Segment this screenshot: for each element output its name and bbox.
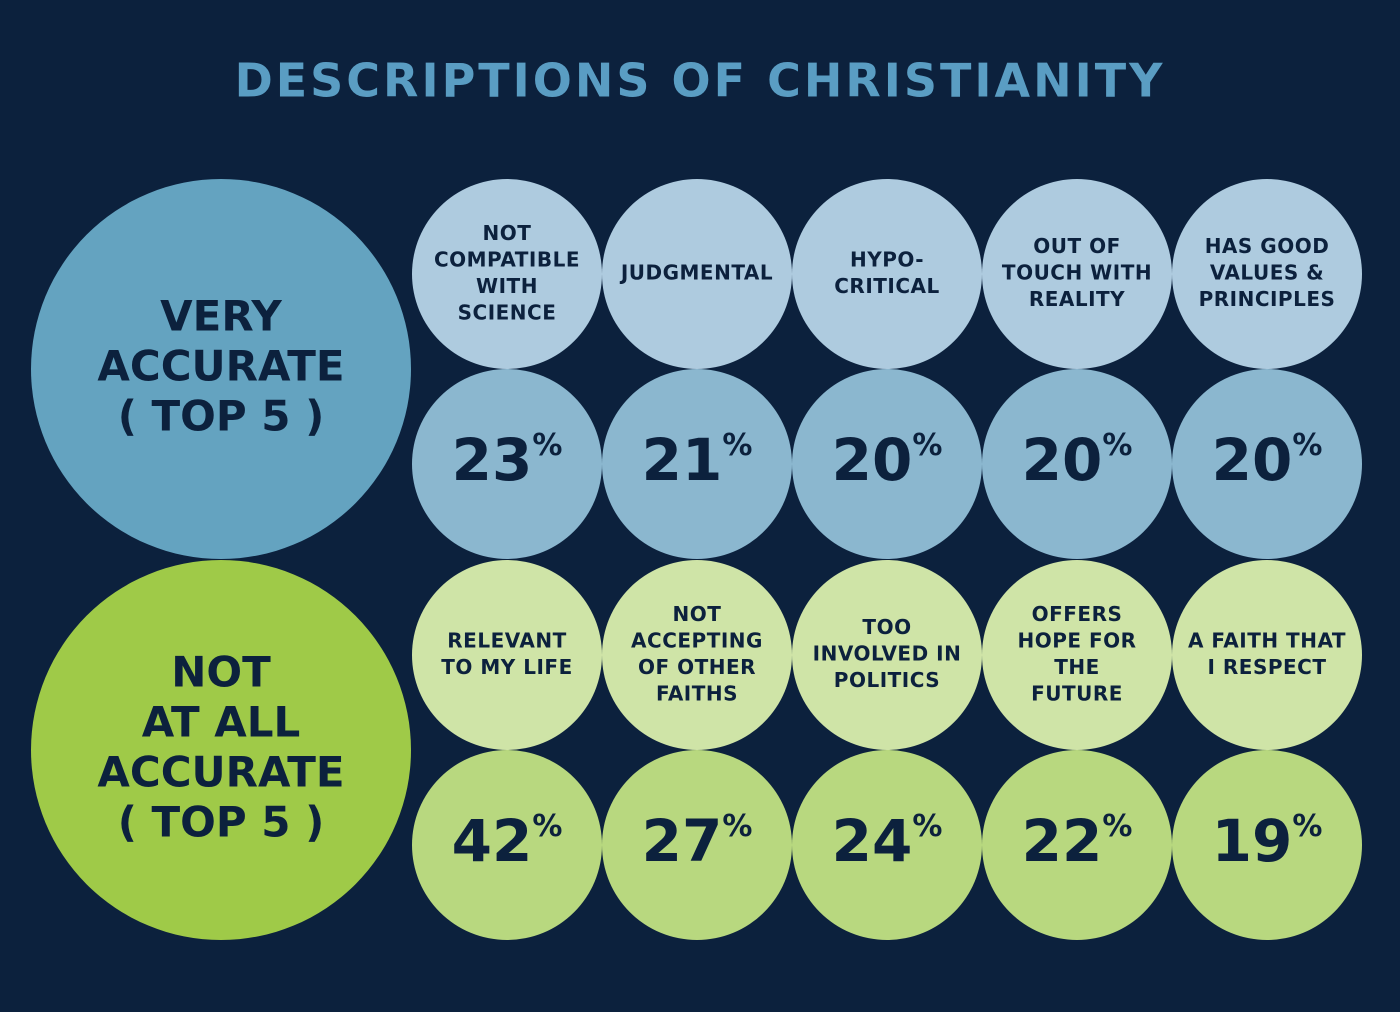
label-circle	[1172, 560, 1362, 750]
item-label: ACCEPTING	[631, 628, 763, 652]
item-label: POLITICS	[834, 668, 940, 692]
group-circle	[31, 560, 411, 940]
item-label: NOT	[673, 602, 722, 626]
value-circle	[982, 369, 1172, 559]
item-value: 19%	[1212, 807, 1323, 875]
value-unit: %	[1102, 428, 1132, 463]
item-value: 23%	[452, 426, 563, 494]
group-heading: ACCURATE	[97, 342, 344, 391]
group-heading: ( TOP 5 )	[118, 798, 325, 847]
item-label: PRINCIPLES	[1199, 287, 1336, 311]
title: DESCRIPTIONS OF CHRISTIANITY	[235, 54, 1166, 108]
item-value: 20%	[832, 426, 943, 494]
value-unit: %	[722, 428, 752, 463]
item-label: TO MY LIFE	[441, 655, 572, 679]
label-circle	[412, 560, 602, 750]
item-label: OF OTHER	[638, 655, 756, 679]
item-label: JUDGMENTAL	[619, 261, 773, 285]
item-value: 24%	[832, 807, 943, 875]
group-heading: AT ALL	[142, 698, 301, 747]
value-circle	[792, 750, 982, 940]
item-label: CRITICAL	[834, 274, 940, 298]
value-number: 42	[452, 807, 533, 875]
item-label: HAS GOOD	[1205, 234, 1330, 258]
value-unit: %	[1292, 428, 1322, 463]
label-circle	[792, 560, 982, 750]
item-label: I RESPECT	[1207, 655, 1326, 679]
item-label: HYPO-	[850, 247, 924, 271]
value-unit: %	[532, 428, 562, 463]
group-heading: VERY	[160, 292, 282, 341]
value-unit: %	[532, 809, 562, 844]
value-number: 20	[1022, 426, 1103, 494]
item-label: THE	[1054, 655, 1100, 679]
item-label: FAITHS	[656, 681, 738, 705]
item-label: COMPATIBLE	[434, 247, 580, 271]
value-circle	[1172, 750, 1362, 940]
value-number: 23	[452, 426, 533, 494]
label-circle	[602, 179, 792, 369]
label-circle	[1172, 179, 1362, 369]
group-circle	[31, 179, 411, 559]
value-circle	[982, 750, 1172, 940]
item-label: INVOLVED IN	[813, 642, 962, 666]
value-unit: %	[1102, 809, 1132, 844]
label-circle	[602, 560, 792, 750]
value-unit: %	[912, 809, 942, 844]
value-circle	[412, 750, 602, 940]
value-number: 20	[1212, 426, 1293, 494]
item-label: VALUES &	[1210, 261, 1324, 285]
group-heading: NOT	[171, 648, 271, 697]
label-circle	[982, 560, 1172, 750]
value-number: 20	[832, 426, 913, 494]
label-circle	[792, 179, 982, 369]
item-value: 27%	[642, 807, 753, 875]
value-circle	[1172, 369, 1362, 559]
group-heading: ( TOP 5 )	[118, 392, 325, 441]
item-value: 20%	[1212, 426, 1323, 494]
value-number: 22	[1022, 807, 1103, 875]
item-label: HOPE FOR	[1017, 628, 1136, 652]
value-unit: %	[722, 809, 752, 844]
group-heading: ACCURATE	[97, 748, 344, 797]
value-unit: %	[1292, 809, 1322, 844]
item-label: TOO	[862, 615, 911, 639]
label-circle	[982, 179, 1172, 369]
value-circle	[602, 750, 792, 940]
item-value: 21%	[642, 426, 753, 494]
value-number: 19	[1212, 807, 1293, 875]
item-value: 42%	[452, 807, 563, 875]
item-label: RELEVANT	[447, 628, 566, 652]
item-label: FUTURE	[1031, 681, 1123, 705]
value-circle	[792, 369, 982, 559]
item-label: REALITY	[1029, 287, 1125, 311]
item-label: SCIENCE	[458, 300, 557, 324]
value-number: 21	[642, 426, 723, 494]
item-value: 20%	[1022, 426, 1133, 494]
value-number: 27	[642, 807, 723, 875]
value-unit: %	[912, 428, 942, 463]
item-label: OFFERS	[1032, 602, 1123, 626]
item-label: OUT OF	[1033, 234, 1121, 258]
value-circle	[602, 369, 792, 559]
label-circle	[412, 179, 602, 369]
item-label: NOT	[483, 221, 532, 245]
value-circle	[412, 369, 602, 559]
item-label: A FAITH THAT	[1188, 628, 1346, 652]
item-label: WITH	[476, 274, 538, 298]
item-label: TOUCH WITH	[1002, 261, 1152, 285]
value-number: 24	[832, 807, 913, 875]
item-value: 22%	[1022, 807, 1133, 875]
